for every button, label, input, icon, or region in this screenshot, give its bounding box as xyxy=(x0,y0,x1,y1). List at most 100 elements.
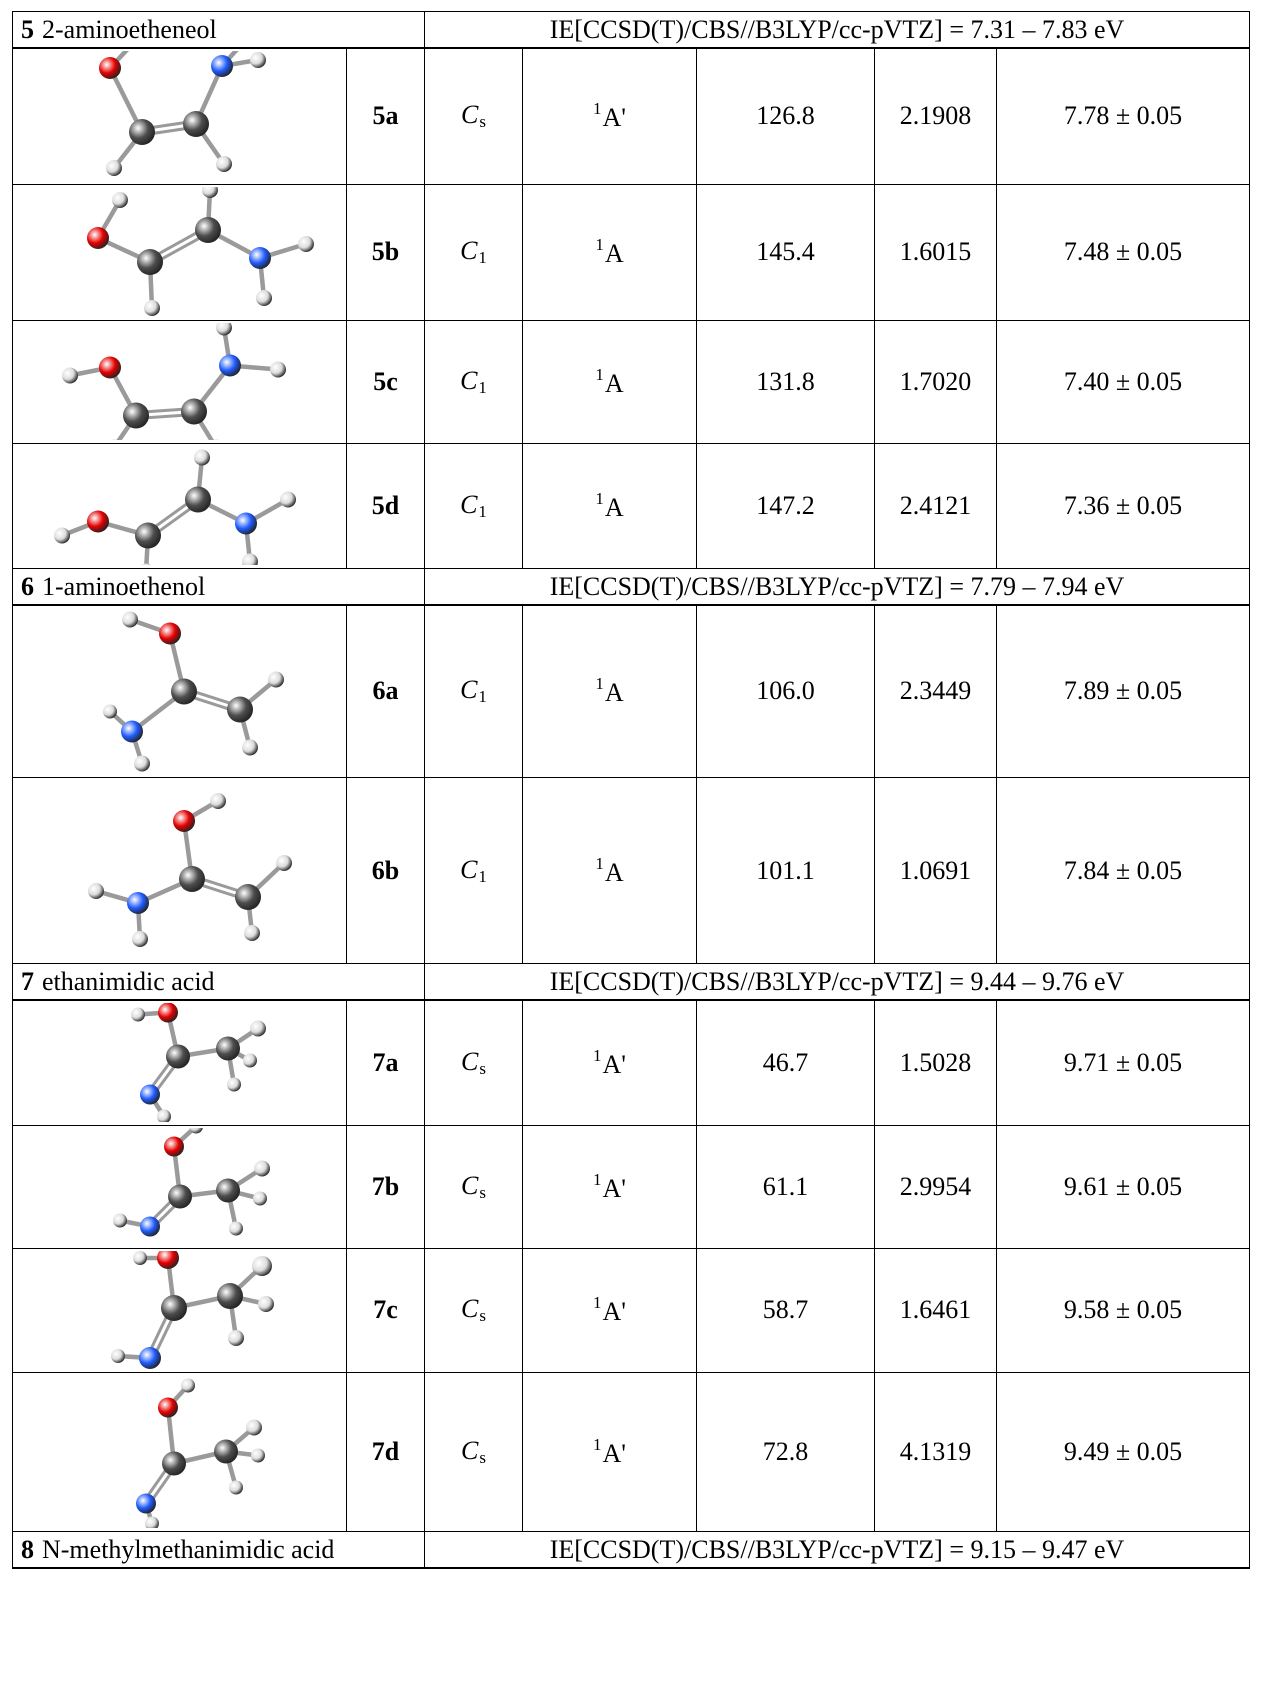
ionization-energy-cell: 7.36 ± 0.05 xyxy=(995,442,1251,569)
molecule-structure-6a xyxy=(102,611,284,772)
point-group-subscript: 1 xyxy=(478,377,487,397)
point-group-subscript: s xyxy=(479,1182,486,1202)
electronic-state: A xyxy=(604,678,624,708)
atom-h xyxy=(212,439,219,440)
atom-c xyxy=(170,678,197,705)
electronic-state: A xyxy=(604,239,624,268)
value-1-cell: 145.4 xyxy=(696,183,875,321)
compound-name-cell: 7 ethanimidic acid xyxy=(12,963,425,1001)
conformer-label: 5c xyxy=(373,366,398,396)
atom-c xyxy=(161,1451,186,1476)
atom-h xyxy=(250,1448,265,1463)
table-row: 5a Cs 1A' 126.8 2.1908 7.78 ± 0.05 xyxy=(12,47,1251,185)
structure-cell xyxy=(12,1247,347,1373)
ionization-energy: 7.84 ± 0.05 xyxy=(1063,855,1183,885)
atom-h xyxy=(53,527,70,544)
atom-h xyxy=(61,367,78,384)
conformer-label-cell: 5b xyxy=(346,183,425,321)
ionization-energy: 9.49 ± 0.05 xyxy=(1063,1436,1183,1466)
compound-number: 8 xyxy=(21,1534,34,1564)
value-1: 58.7 xyxy=(762,1295,809,1324)
electronic-state-cell: 1A xyxy=(522,442,697,569)
point-group: C xyxy=(461,100,479,130)
atom-h xyxy=(241,553,258,565)
point-group-subscript: s xyxy=(479,1306,486,1325)
value-1: 61.1 xyxy=(762,1171,809,1201)
ionization-energy-cell: 7.84 ± 0.05 xyxy=(995,777,1251,964)
atom-h xyxy=(131,930,148,947)
value-2: 1.7020 xyxy=(899,366,972,396)
atom-c xyxy=(160,1295,187,1321)
atom-h xyxy=(269,361,286,378)
atom-h xyxy=(226,1077,241,1092)
atom-o xyxy=(98,57,121,80)
atom-c xyxy=(216,1283,243,1309)
conformer-label: 6a xyxy=(372,676,399,706)
ionization-energy: 7.40 ± 0.05 xyxy=(1063,366,1183,396)
electronic-state: A' xyxy=(602,1438,626,1468)
atom-h xyxy=(112,1213,127,1228)
electronic-state-cell: 1A' xyxy=(522,999,697,1126)
atom-n xyxy=(139,1216,160,1237)
electronic-state: A xyxy=(604,857,624,887)
atom-c xyxy=(136,249,163,275)
point-group: C xyxy=(460,854,478,884)
conformer-label: 6b xyxy=(371,855,400,885)
atom-o xyxy=(86,510,109,533)
molecule-structure-7c xyxy=(110,1251,274,1369)
atom-o xyxy=(156,1251,179,1269)
ionization-energy: 7.89 ± 0.05 xyxy=(1063,676,1183,706)
atom-h xyxy=(279,491,296,508)
electronic-state-cell: 1A xyxy=(522,319,697,444)
ionization-energy-cell: 9.61 ± 0.05 xyxy=(995,1124,1251,1249)
compound-number: 6 xyxy=(21,571,34,601)
atom-h xyxy=(245,1419,262,1436)
ie-range-cell: IE[CCSD(T)/CBS//B3LYP/cc-pVTZ] = 9.44 – … xyxy=(423,963,1251,1001)
section-header: 7 ethanimidic acid IE[CCSD(T)/CBS//B3LYP/c… xyxy=(12,963,1251,1001)
state-multiplicity: 1 xyxy=(595,364,604,384)
value-2: 1.0691 xyxy=(899,855,972,885)
conformer-label-cell: 5d xyxy=(346,442,425,569)
point-group: C xyxy=(461,1435,479,1465)
atom-h xyxy=(188,1128,203,1134)
value-1: 101.1 xyxy=(756,855,815,885)
value-2: 1.6015 xyxy=(899,237,972,266)
section-header: 6 1-aminoethenol IE[CCSD(T)/CBS//B3LYP/cc-… xyxy=(12,567,1251,606)
compound-name: 1-aminoethenol xyxy=(42,571,206,601)
atom-c xyxy=(234,883,261,910)
value-2: 2.4121 xyxy=(899,490,972,520)
table-row: 7d Cs 1A' 72.8 4.1319 9.49 ± 0.05 xyxy=(12,1371,1251,1532)
atom-c xyxy=(134,522,161,549)
molecule-structure-6b xyxy=(87,792,292,947)
atom-o xyxy=(98,356,121,379)
atom-h xyxy=(249,52,266,69)
atom-h xyxy=(253,1160,270,1177)
value-1: 147.2 xyxy=(756,490,815,520)
atom-n xyxy=(138,1347,161,1369)
atom-h xyxy=(243,924,260,941)
atom-n xyxy=(120,720,143,743)
compound-name-cell: 8 N-methylmethanimidic acid xyxy=(12,1530,425,1569)
conformer-label-cell: 5c xyxy=(346,319,425,444)
state-multiplicity: 1 xyxy=(595,235,604,254)
atom-c xyxy=(194,217,221,243)
atom-o xyxy=(86,227,109,249)
value-1-cell: 61.1 xyxy=(696,1124,875,1249)
point-group-cell: Cs xyxy=(424,1124,523,1249)
structure-cell xyxy=(12,604,347,778)
point-group: C xyxy=(460,489,478,519)
atom-h xyxy=(121,611,138,628)
ionization-energy: 7.48 ± 0.05 xyxy=(1063,237,1183,266)
ionization-energy-cell: 9.58 ± 0.05 xyxy=(995,1247,1251,1373)
atom-c xyxy=(167,1184,192,1209)
value-1-cell: 106.0 xyxy=(696,604,875,778)
value-2-cell: 1.0691 xyxy=(874,777,997,964)
electronic-state-cell: 1A' xyxy=(522,1124,697,1249)
point-group-cell: Cs xyxy=(424,47,523,185)
state-multiplicity: 1 xyxy=(593,1169,602,1189)
ionization-energy-cell: 7.78 ± 0.05 xyxy=(995,47,1251,185)
value-2: 1.5028 xyxy=(899,1047,972,1077)
atom-h xyxy=(111,192,128,208)
atom-o xyxy=(157,1003,178,1023)
atom-c xyxy=(178,865,205,892)
